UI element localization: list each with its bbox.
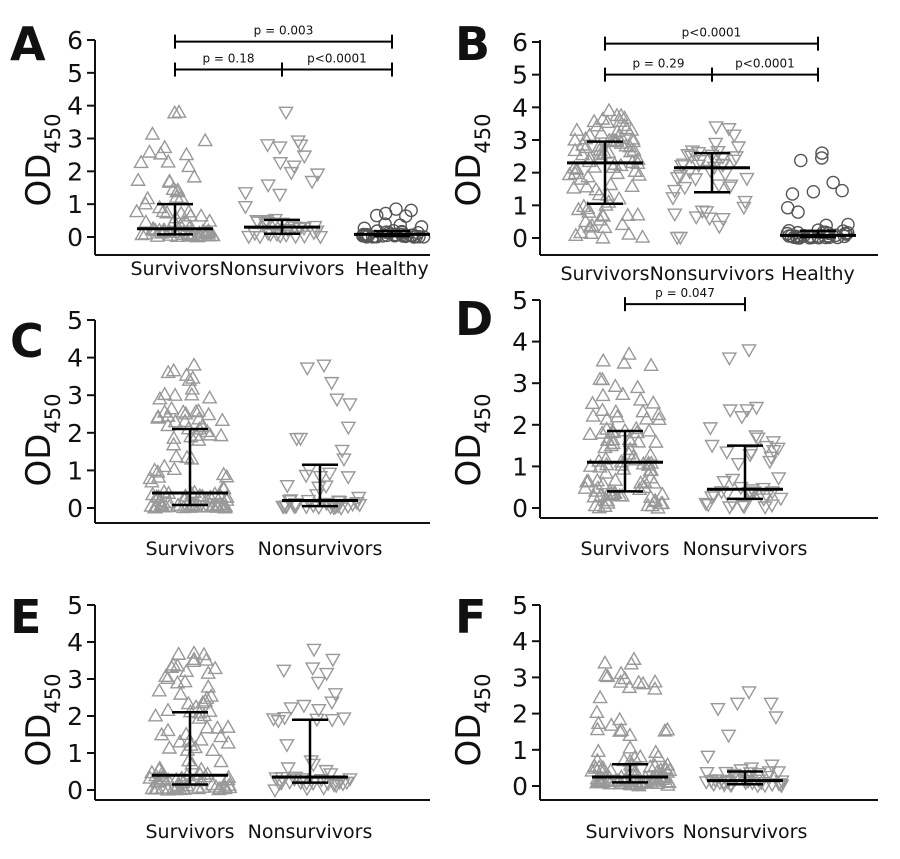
- y-tick-label: 2: [67, 157, 83, 186]
- y-axis-label: OD450: [19, 113, 65, 206]
- y-tick-label: 6: [67, 26, 83, 55]
- y-tick-label: 4: [512, 328, 528, 357]
- y-tick-label: 0: [67, 494, 83, 523]
- panel-letter: B: [455, 17, 490, 71]
- category-label: Survivors: [585, 821, 674, 843]
- panel-letter: C: [10, 314, 44, 368]
- category-label: Nonsurvivors: [683, 821, 808, 843]
- p-value-label: p = 0.29: [632, 57, 684, 71]
- y-tick-label: 4: [67, 628, 83, 657]
- y-axis-label-subscript: 450: [471, 113, 495, 153]
- category-label: Healthy: [355, 258, 429, 280]
- y-axis-label: OD450: [19, 393, 65, 486]
- panel-f: F OD450 0 1 2 3 4 5 Survivors Nonsurvivors: [449, 590, 878, 843]
- y-tick-label: 4: [67, 92, 83, 121]
- category-label: Survivors: [560, 263, 649, 285]
- panel-letter: F: [455, 590, 486, 644]
- y-tick-label: 3: [512, 126, 528, 155]
- y-axis-label-subscript: 450: [41, 393, 65, 433]
- y-tick-label: 3: [67, 381, 83, 410]
- y-tick-label: 2: [67, 702, 83, 731]
- y-axis-label-subscript: 450: [471, 673, 495, 713]
- y-tick-label: 2: [512, 700, 528, 729]
- category-label: Nonsurvivors: [248, 821, 373, 843]
- p-value-label: p<0.0001: [307, 52, 367, 66]
- category-label: Nonsurvivors: [683, 538, 808, 560]
- panel-b: B OD450 0 1 2 3 4 5 6 Survivors Nonsurvivors Health…: [449, 17, 878, 285]
- category-label: Nonsurvivors: [258, 538, 383, 560]
- y-tick-label: 1: [67, 456, 83, 485]
- y-axis-label: OD450: [19, 673, 65, 766]
- y-tick-label: 1: [512, 736, 528, 765]
- y-axis-label-main: OD: [19, 434, 59, 487]
- y-tick-label: 3: [67, 125, 83, 154]
- category-label: Healthy: [781, 263, 855, 285]
- p-value-label: p = 0.18: [202, 52, 254, 66]
- p-value-label: p = 0.047: [655, 286, 715, 300]
- y-tick-label: 6: [512, 28, 528, 57]
- y-tick-label: 0: [512, 772, 528, 801]
- y-axis-label-main: OD: [449, 714, 489, 767]
- y-tick-label: 1: [512, 191, 528, 220]
- category-label: Survivors: [580, 538, 669, 560]
- y-axis-label-subscript: 450: [471, 393, 495, 433]
- y-axis-label: OD450: [449, 113, 495, 206]
- panel-letter: A: [10, 17, 46, 71]
- y-tick-label: 5: [512, 591, 528, 620]
- y-tick-label: 2: [512, 159, 528, 188]
- y-axis-label-subscript: 450: [41, 673, 65, 713]
- y-tick-label: 5: [512, 61, 528, 90]
- category-label: Survivors: [145, 821, 234, 843]
- y-axis-label-subscript: 450: [41, 113, 65, 153]
- y-tick-label: 1: [512, 452, 528, 481]
- y-axis-label-main: OD: [449, 434, 489, 487]
- y-tick-label: 1: [67, 739, 83, 768]
- y-tick-label: 0: [67, 776, 83, 805]
- y-axis-label: OD450: [449, 673, 495, 766]
- y-tick-label: 5: [512, 286, 528, 315]
- p-value-label: p = 0.003: [254, 24, 314, 38]
- y-tick-label: 0: [512, 494, 528, 523]
- category-label: Nonsurvivors: [220, 258, 345, 280]
- panel-d: D OD450 0 1 2 3 4 5 Survivors Nonsurvivors p = 0.0…: [449, 286, 878, 560]
- p-value-label: p<0.0001: [682, 26, 742, 40]
- y-tick-label: 2: [512, 411, 528, 440]
- y-axis-label: OD450: [449, 393, 495, 486]
- category-label: Nonsurvivors: [650, 263, 775, 285]
- y-tick-label: 5: [67, 306, 83, 335]
- y-tick-label: 3: [67, 665, 83, 694]
- y-tick-label: 3: [512, 663, 528, 692]
- y-tick-label: 0: [512, 224, 528, 253]
- panel-letter: D: [455, 292, 493, 346]
- y-tick-label: 5: [67, 591, 83, 620]
- p-value-label: p<0.0001: [735, 57, 795, 71]
- y-tick-label: 4: [512, 93, 528, 122]
- y-axis-label-main: OD: [19, 714, 59, 767]
- y-tick-label: 1: [67, 190, 83, 219]
- y-tick-label: 4: [512, 627, 528, 656]
- y-tick-label: 0: [67, 223, 83, 252]
- y-tick-label: 4: [67, 344, 83, 373]
- y-axis-label-main: OD: [449, 154, 489, 207]
- category-label: Survivors: [145, 538, 234, 560]
- y-tick-label: 3: [512, 369, 528, 398]
- category-label: Survivors: [130, 258, 219, 280]
- y-axis-label-main: OD: [19, 154, 59, 207]
- y-tick-label: 2: [67, 419, 83, 448]
- y-tick-label: 5: [67, 59, 83, 88]
- panel-letter: E: [10, 590, 41, 644]
